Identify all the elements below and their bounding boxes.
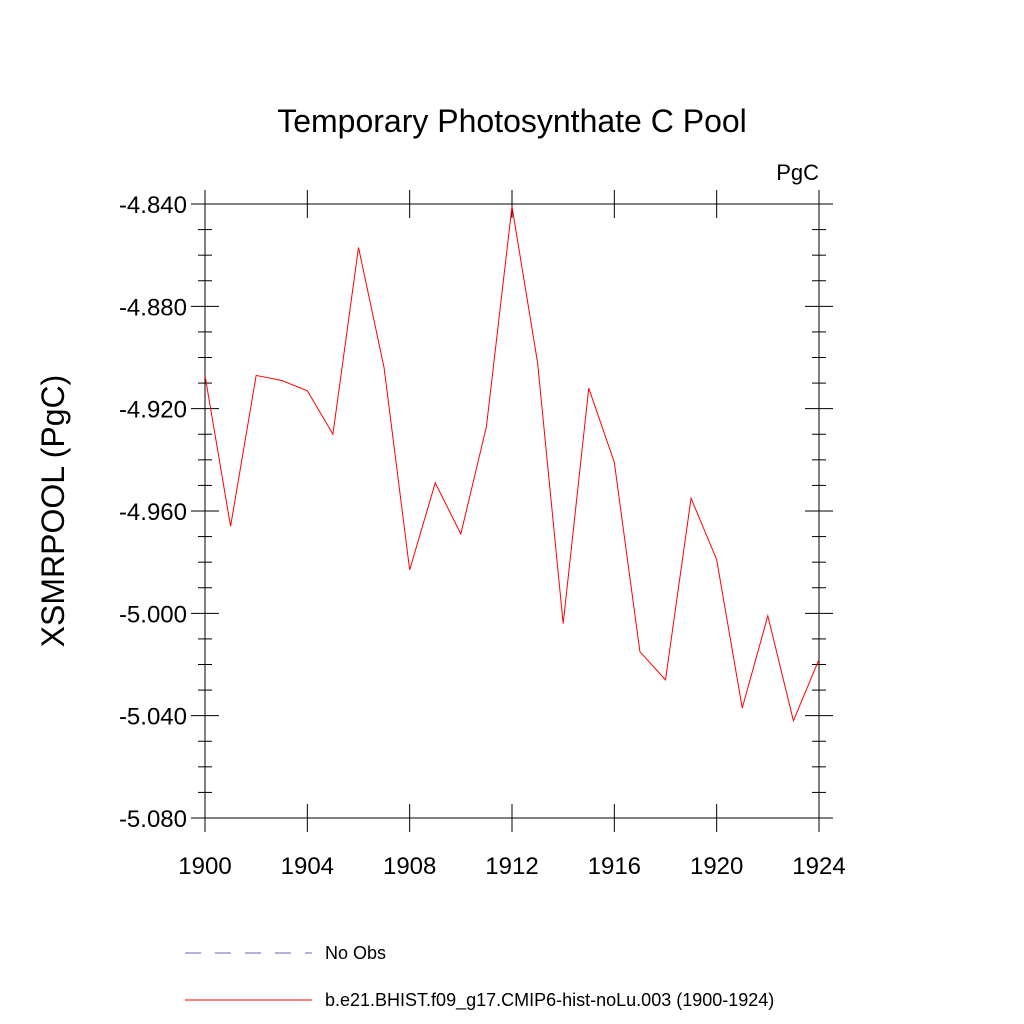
legend: No Obs b.e21.BHIST.f09_g17.CMIP6-hist-noL… <box>185 943 774 1011</box>
y-tick-label: -4.960 <box>119 499 187 526</box>
y-tick-label: -4.840 <box>119 192 187 219</box>
legend-label-1: b.e21.BHIST.f09_g17.CMIP6-hist-noLu.003 … <box>325 990 774 1011</box>
data-point <box>382 366 386 370</box>
data-point <box>740 706 744 710</box>
data-point <box>459 532 463 536</box>
data-point <box>791 719 795 723</box>
series-lines <box>203 205 821 723</box>
data-point <box>433 481 437 485</box>
data-point <box>561 622 565 626</box>
data-point <box>305 389 309 393</box>
data-point <box>229 524 233 528</box>
data-point <box>817 657 821 661</box>
series-line-0 <box>204 206 820 723</box>
x-tick-label: 1916 <box>588 853 641 880</box>
plot-frame <box>204 203 820 819</box>
data-point <box>612 460 616 464</box>
data-point <box>357 245 361 249</box>
units-label: PgC <box>776 160 819 185</box>
data-point <box>203 373 207 377</box>
legend-label-0: No Obs <box>325 943 386 963</box>
x-tick-label: 1904 <box>281 853 334 880</box>
data-point <box>587 386 591 390</box>
data-point <box>484 425 488 429</box>
y-axis-label: XSMRPOOL (PgC) <box>35 375 71 648</box>
data-point <box>408 568 412 572</box>
data-point <box>536 361 540 365</box>
y-tick-label: -5.080 <box>119 806 187 833</box>
y-tick-label: -4.920 <box>119 397 187 424</box>
y-axis-ticks: -4.840 -4.880 -4.920 -4.960 -5.000 -5.040 -5.0… <box>119 192 833 833</box>
chart-title: Temporary Photosynthate C Pool <box>277 103 747 139</box>
data-point <box>280 379 284 383</box>
x-tick-label: 1908 <box>383 853 436 880</box>
x-tick-label: 1900 <box>178 853 231 880</box>
data-point <box>766 614 770 618</box>
data-point <box>638 650 642 654</box>
data-point <box>254 373 258 377</box>
data-point <box>689 496 693 500</box>
y-tick-label: -4.880 <box>119 294 187 321</box>
data-point <box>510 205 514 209</box>
data-point <box>664 678 668 682</box>
y-tick-label: -5.040 <box>119 704 187 731</box>
x-tick-label: 1912 <box>485 853 538 880</box>
x-tick-label: 1924 <box>792 853 845 880</box>
data-point <box>715 558 719 562</box>
data-point <box>331 432 335 436</box>
x-tick-label: 1920 <box>690 853 743 880</box>
y-tick-label: -5.000 <box>119 601 187 628</box>
x-axis-ticks: 1900 1904 1908 1912 1916 1920 1924 <box>178 190 846 880</box>
